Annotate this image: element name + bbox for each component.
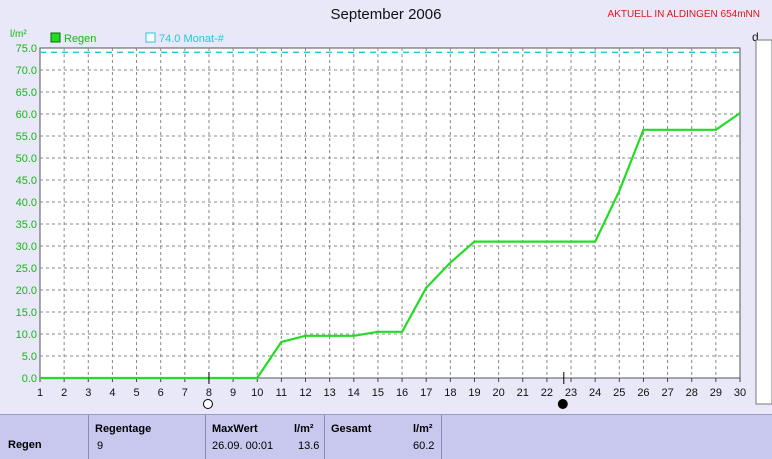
x-tick-label: 26 <box>637 387 649 399</box>
maxwert-cell: MaxWert l/m² 26.09. 00:01 13.6 <box>206 415 325 459</box>
y-tick-label: 10.0 <box>16 329 37 341</box>
x-tick-label: 27 <box>661 387 673 399</box>
y-tick-label: 55.0 <box>16 131 37 143</box>
new-moon-icon <box>557 399 568 409</box>
y-axis-label: l/m² <box>10 29 27 40</box>
x-tick-label: 8 <box>206 387 212 399</box>
y-tick-label: 75.0 <box>16 43 37 55</box>
x-tick-label: 18 <box>444 387 456 399</box>
y-tick-label: 70.0 <box>16 65 37 77</box>
y-tick-label: 65.0 <box>16 87 37 99</box>
maxwert-value: 13.6 <box>298 440 320 452</box>
x-tick-label: 16 <box>396 387 408 399</box>
gesamt-unit: l/m² <box>413 423 433 435</box>
right-axis-strip <box>755 39 772 405</box>
gesamt-label: Gesamt <box>331 423 372 435</box>
x-tick-label: 3 <box>85 387 91 399</box>
x-tick-label: 11 <box>276 387 287 399</box>
summary-table: Regen Regentage 9 MaxWert l/m² 26.09. 00… <box>0 414 772 459</box>
legend-label-monat: 74.0 Monat-# <box>159 33 225 45</box>
y-tick-label: 35.0 <box>16 219 37 231</box>
x-tick-label: 22 <box>541 387 553 399</box>
regentage-cell: Regentage 9 <box>89 415 206 459</box>
x-tick-label: 12 <box>299 387 311 399</box>
y-tick-label: 20.0 <box>16 285 37 297</box>
x-tick-label: 14 <box>348 387 360 399</box>
y-tick-label: 60.0 <box>16 109 37 121</box>
x-tick-label: 25 <box>613 387 625 399</box>
legend-swatch-regen <box>50 32 61 43</box>
regentage-value: 9 <box>97 440 104 452</box>
x-tick-label: 15 <box>372 387 384 399</box>
x-tick-label: 1 <box>37 387 43 399</box>
row-label: Regen <box>8 439 42 451</box>
x-tick-label: 30 <box>734 387 746 399</box>
x-tick-label: 23 <box>565 387 577 399</box>
right-axis-unit: d <box>752 30 759 44</box>
full-moon-icon <box>202 399 213 409</box>
y-tick-label: 40.0 <box>16 197 37 209</box>
y-tick-label: 5.0 <box>22 351 37 363</box>
x-tick-label: 28 <box>686 387 698 399</box>
y-tick-label: 25.0 <box>16 263 37 275</box>
x-tick-label: 6 <box>158 387 164 399</box>
x-tick-label: 2 <box>61 387 67 399</box>
y-tick-label: 0.0 <box>22 373 37 385</box>
maxwert-label: MaxWert <box>212 423 258 435</box>
x-tick-label: 17 <box>420 387 432 399</box>
legend-swatch-monat <box>145 32 156 43</box>
rain-chart: 0.0 5.0 10.0 15.0 20.0 25.0 30.0 35.0 40.0 45.0 50… <box>10 29 772 409</box>
x-tick-label: 20 <box>492 387 504 399</box>
regentage-label: Regentage <box>95 423 152 435</box>
x-tick-label: 19 <box>468 387 480 399</box>
y-tick-label: 45.0 <box>16 175 37 187</box>
x-tick-label: 24 <box>589 387 601 399</box>
maxwert-unit: l/m² <box>294 423 314 435</box>
legend-label-regen: Regen <box>64 33 96 45</box>
x-tick-label: 21 <box>517 387 529 399</box>
gesamt-cell: Gesamt l/m² 60.2 <box>325 415 442 459</box>
y-tick-label: 50.0 <box>16 153 37 165</box>
x-tick-label: 10 <box>251 387 263 399</box>
series-line-regen <box>40 112 741 380</box>
y-tick-label: 30.0 <box>16 241 37 253</box>
summary-row-label-cell: Regen <box>0 415 89 459</box>
station-label: AKTUELL IN ALDINGEN 654mNN <box>607 9 760 20</box>
chart-title: September 2006 <box>330 6 442 23</box>
plot-area <box>39 47 741 379</box>
x-tick-label: 29 <box>710 387 722 399</box>
x-tick-label: 4 <box>109 387 115 399</box>
x-tick-label: 9 <box>230 387 236 399</box>
x-tick-label: 7 <box>182 387 188 399</box>
maxwert-date: 26.09. 00:01 <box>212 440 274 452</box>
gesamt-value: 60.2 <box>413 440 435 452</box>
x-tick-label: 5 <box>133 387 139 399</box>
y-tick-label: 15.0 <box>16 307 37 319</box>
x-tick-label: 13 <box>324 387 336 399</box>
